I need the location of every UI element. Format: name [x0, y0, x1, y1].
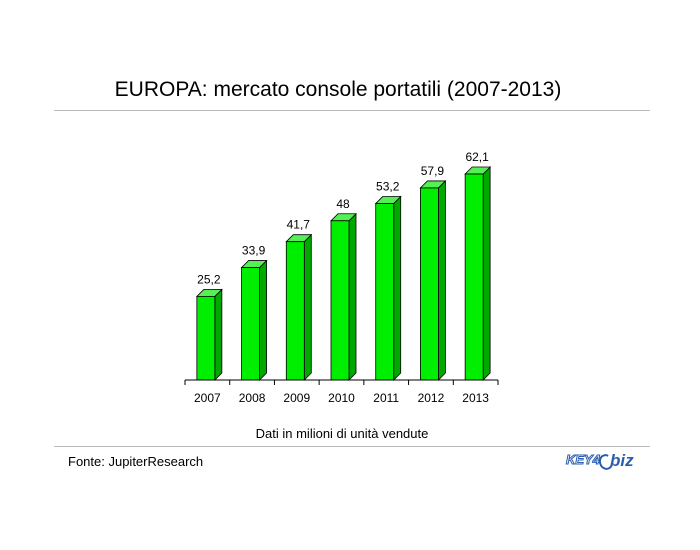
bar-2011 [374, 195, 402, 381]
bar-front-2008 [241, 267, 260, 381]
bar-2007 [195, 288, 223, 381]
logo-text-biz: biz [610, 451, 634, 470]
tick-label-2010: 2010 [328, 391, 355, 405]
data-label-2011: 53,2 [376, 180, 400, 194]
bar-2012 [419, 179, 447, 381]
tick-label-2011: 2011 [373, 391, 399, 405]
tick-label-2009: 2009 [283, 391, 310, 405]
data-label-2010: 48 [336, 197, 350, 211]
bar-side-2007 [214, 288, 223, 381]
bar-front-2010 [330, 220, 350, 381]
chart-title: EUROPA: mercato console portatili (2007-… [114, 78, 562, 101]
tick-label-2012: 2012 [418, 391, 445, 405]
bar-front-2012 [420, 187, 439, 381]
data-label-2007: 25,2 [197, 272, 221, 286]
bar-2008 [240, 259, 268, 381]
source-note: Fonte: JupiterResearch [68, 454, 204, 469]
bottom-divider [54, 446, 650, 447]
tick-label-2008: 2008 [239, 391, 266, 405]
tick-label-2013: 2013 [462, 391, 489, 405]
logo-text-key: KEY4 [566, 452, 601, 468]
bar-side-2013 [482, 166, 491, 381]
data-label-2009: 41,7 [287, 218, 311, 232]
bar-front-2013 [464, 173, 484, 381]
tick-label-2007: 2007 [194, 391, 221, 405]
bar-side-2011 [393, 195, 402, 381]
bar-2013 [464, 166, 492, 381]
bar-front-2009 [285, 241, 305, 381]
chart-caption: Dati in milioni di unità vendute [255, 426, 429, 441]
bar-2010 [330, 212, 357, 381]
bar-2009 [285, 233, 313, 381]
data-label-2008: 33,9 [242, 244, 266, 258]
bar-side-2008 [259, 259, 267, 381]
key4biz-logo: KEY4 biz [566, 450, 640, 472]
bar-side-2010 [348, 212, 357, 381]
data-label-2013: 62,1 [465, 150, 489, 164]
bar-front-2007 [196, 296, 216, 381]
bar-side-2009 [303, 233, 312, 381]
bar-side-2012 [438, 179, 446, 381]
bar-front-2011 [375, 203, 395, 381]
top-divider [54, 110, 650, 111]
data-label-2012: 57,9 [421, 164, 445, 178]
